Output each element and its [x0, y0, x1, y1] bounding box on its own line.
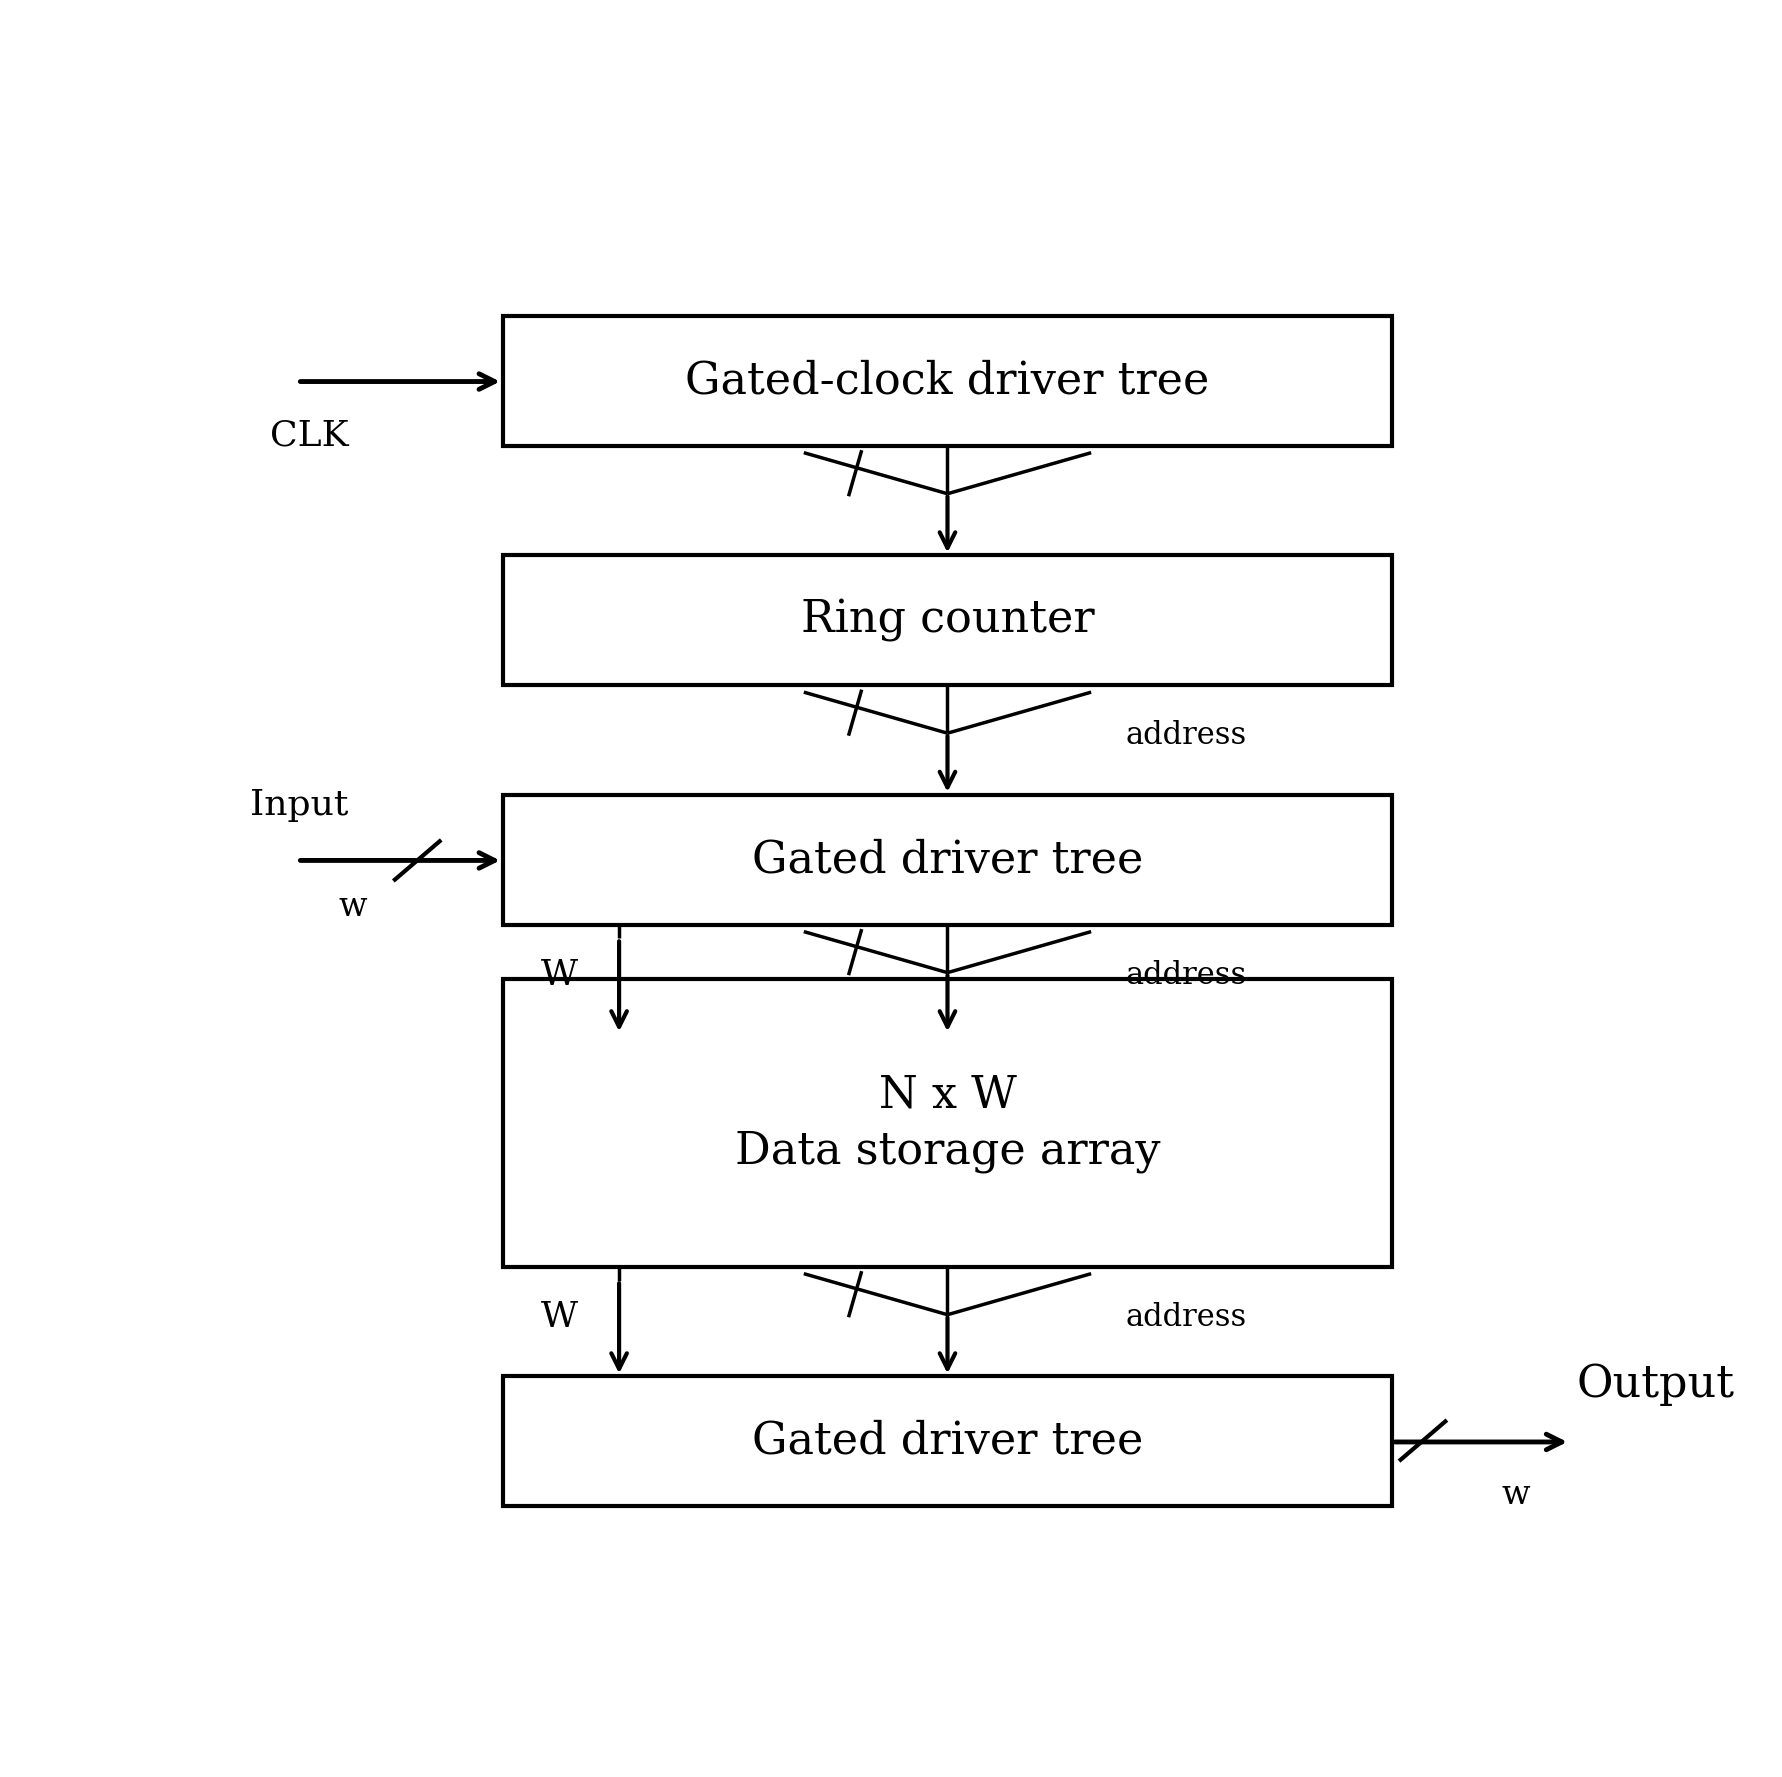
Bar [503, 316, 1392, 446]
Text: w: w [339, 890, 367, 922]
Text: w: w [1502, 1478, 1531, 1510]
Text: W: W [542, 1301, 577, 1335]
Text: Gated-clock driver tree: Gated-clock driver tree [686, 359, 1210, 402]
Text: W: W [542, 958, 577, 992]
Text: address: address [1126, 720, 1247, 752]
Text: address: address [1126, 960, 1247, 992]
Text: Gated driver tree: Gated driver tree [752, 839, 1144, 881]
Bar [503, 554, 1392, 686]
Text: CLK: CLK [271, 418, 349, 453]
Text: Output: Output [1577, 1363, 1736, 1406]
Text: address: address [1126, 1303, 1247, 1333]
Text: Gated driver tree: Gated driver tree [752, 1420, 1144, 1462]
Bar [503, 1375, 1392, 1507]
Bar [503, 979, 1392, 1267]
Bar [503, 794, 1392, 924]
Text: Ring counter: Ring counter [800, 599, 1094, 641]
Text: Input: Input [249, 789, 347, 823]
Text: N x W
Data storage array: N x W Data storage array [734, 1073, 1160, 1173]
